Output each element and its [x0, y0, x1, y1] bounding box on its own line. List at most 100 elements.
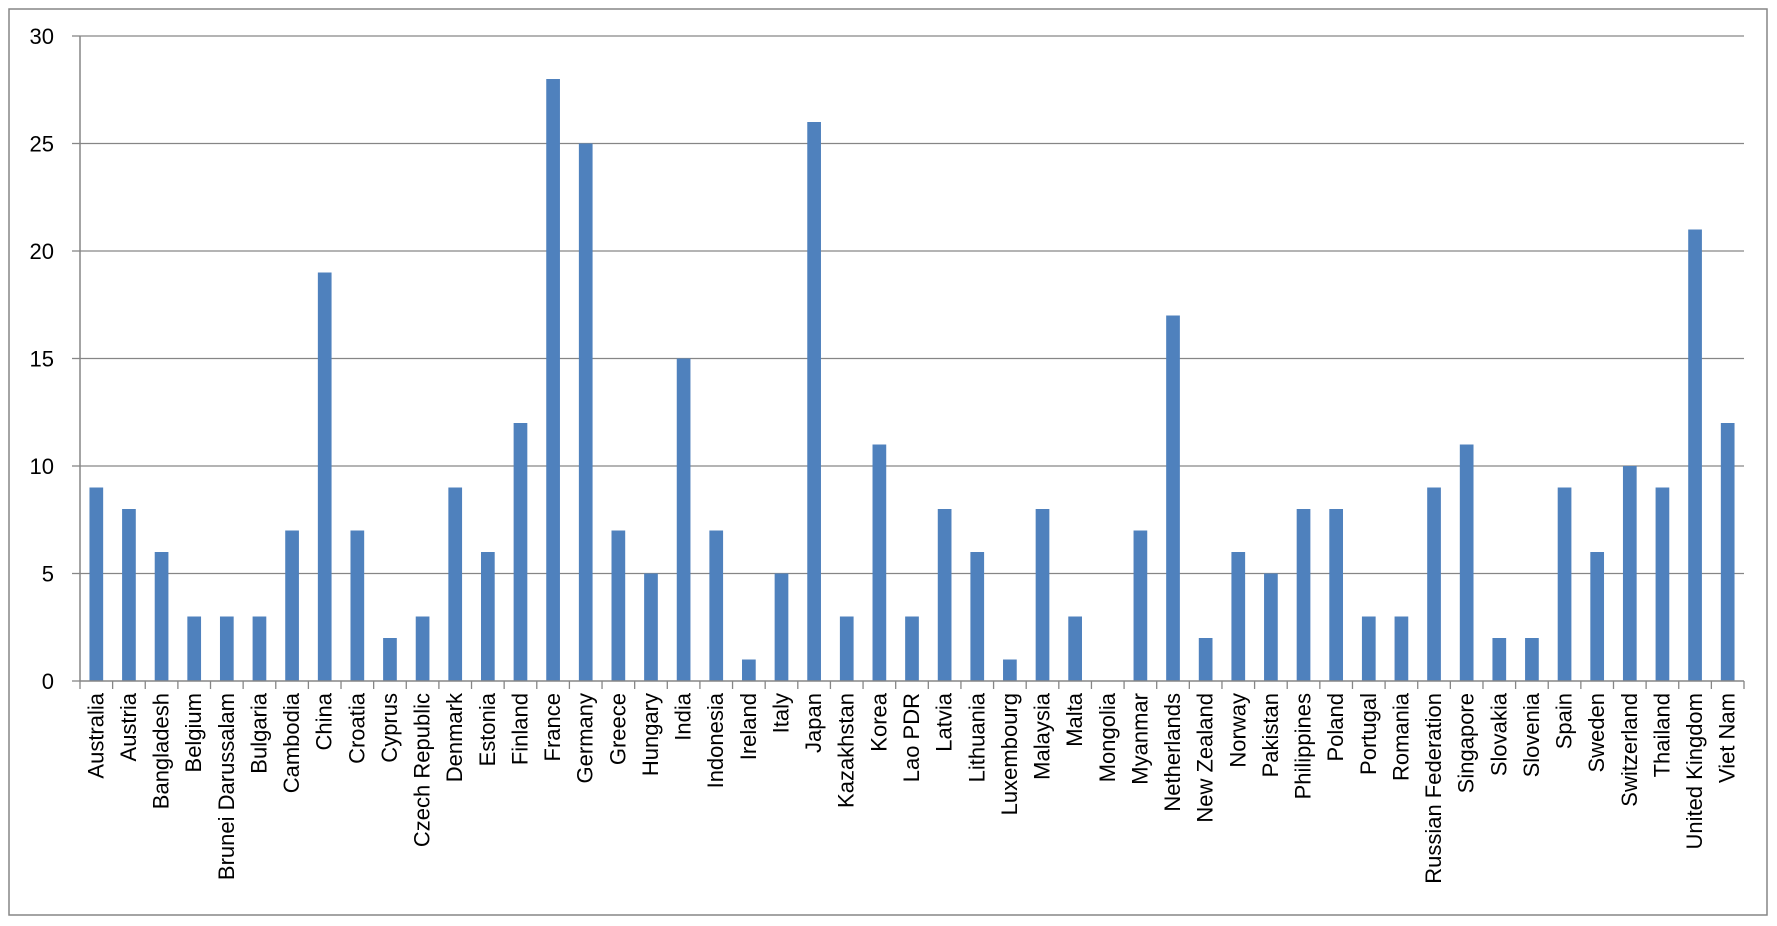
x-tick-label: Bulgaria	[246, 692, 271, 773]
x-tick-label: China	[312, 692, 337, 750]
y-tick-label: 10	[30, 454, 54, 479]
bar	[1296, 509, 1311, 681]
x-tick-label: Mongolia	[1095, 692, 1120, 782]
bar	[1003, 659, 1017, 681]
x-tick-label: Brunei Darussalam	[214, 693, 239, 880]
bar	[970, 552, 985, 681]
bar	[905, 616, 919, 681]
bar	[1427, 487, 1441, 681]
y-tick-label: 0	[42, 669, 54, 694]
bar	[937, 509, 952, 681]
bar	[89, 487, 104, 681]
bar	[350, 530, 365, 681]
bar	[1133, 530, 1148, 681]
bar	[1492, 638, 1507, 681]
bar	[1264, 573, 1278, 681]
bar	[187, 616, 202, 681]
bar	[611, 530, 626, 681]
x-tick-label: Denmark	[442, 692, 467, 782]
y-tick-label: 20	[30, 239, 54, 264]
x-tick-label: Slovakia	[1486, 692, 1511, 776]
x-tick-label: Romania	[1388, 692, 1413, 781]
x-tick-label: Italy	[768, 693, 793, 733]
x-tick-label: Greece	[605, 693, 630, 765]
x-tick-label: New Zealand	[1193, 693, 1218, 823]
x-tick-label: Croatia	[344, 692, 369, 764]
bar	[1394, 616, 1409, 681]
x-tick-label: Finland	[507, 693, 532, 765]
bar	[1557, 487, 1572, 681]
x-tick-label: Poland	[1323, 693, 1348, 762]
x-tick-label: Belgium	[181, 693, 206, 772]
axes	[79, 36, 1744, 682]
x-tick-label: Philippines	[1291, 693, 1316, 799]
chart-frame	[8, 8, 1768, 916]
bar	[1329, 509, 1344, 681]
x-tick-label: Pakistan	[1258, 693, 1283, 777]
bar	[1166, 315, 1180, 681]
bar	[1231, 552, 1246, 681]
x-tick-label: Cyprus	[377, 693, 402, 763]
bar	[709, 530, 724, 681]
x-tick-label: Spain	[1552, 693, 1577, 749]
bar	[546, 79, 560, 681]
x-axis-ticks: Australia Austria Bangladesh Belgium Brunei …	[79, 681, 1745, 884]
y-tick-label: 30	[30, 24, 54, 49]
y-tick-label: 25	[30, 132, 54, 157]
bar	[676, 358, 691, 681]
bar	[448, 487, 463, 681]
bar	[1459, 444, 1474, 681]
bar	[644, 573, 658, 681]
bar	[480, 552, 495, 681]
bar	[1720, 423, 1735, 681]
bar	[742, 659, 756, 681]
bar	[415, 616, 430, 681]
x-tick-label: Hungary	[638, 693, 663, 776]
x-tick-label: Bangladesh	[149, 693, 174, 809]
bar	[122, 509, 136, 681]
x-tick-label: Indonesia	[703, 692, 728, 788]
bar	[1035, 509, 1050, 681]
x-tick-label: Germany	[573, 693, 598, 783]
bar	[1525, 638, 1539, 681]
bar	[252, 616, 267, 681]
x-tick-label: India	[671, 692, 696, 740]
x-tick-label: Portugal	[1356, 693, 1381, 775]
x-tick-label: Japan	[801, 693, 826, 753]
x-tick-label: Kazakhstan	[834, 693, 859, 808]
bar	[285, 530, 299, 681]
x-tick-label: Myanmar	[1127, 693, 1152, 785]
x-tick-label: Australia	[83, 692, 108, 778]
bar	[872, 444, 887, 681]
x-tick-label: United Kingdom	[1682, 693, 1707, 850]
x-tick-label: Viet Nam	[1715, 693, 1740, 783]
x-tick-label: Ireland	[736, 693, 761, 760]
x-tick-label: Luxembourg	[997, 693, 1022, 815]
bar	[383, 638, 397, 681]
x-tick-label: Malta	[1062, 692, 1087, 747]
y-tick-label: 5	[42, 562, 54, 587]
x-tick-label: Latvia	[932, 692, 957, 751]
bars	[89, 79, 1735, 681]
x-tick-label: Czech Republic	[410, 693, 435, 847]
bar	[578, 143, 593, 681]
bar	[1590, 552, 1605, 681]
bar	[1198, 638, 1213, 681]
y-tick-label: 15	[30, 347, 54, 372]
bar	[219, 616, 234, 681]
x-tick-label: Switzerland	[1617, 693, 1642, 807]
x-tick-label: Thailand	[1649, 693, 1674, 777]
x-tick-label: Austria	[116, 692, 141, 761]
bar	[774, 573, 789, 681]
bar	[1655, 487, 1670, 681]
bar	[839, 616, 854, 681]
x-tick-label: France	[540, 693, 565, 761]
bar	[807, 122, 821, 681]
x-tick-label: Cambodia	[279, 692, 304, 793]
bar	[317, 272, 332, 681]
x-tick-label: Lithuania	[964, 692, 989, 782]
x-tick-label: Malaysia	[1030, 692, 1055, 780]
y-axis-ticks: 0 5 10 15 20 25 30	[30, 24, 80, 694]
bar	[1068, 616, 1082, 681]
